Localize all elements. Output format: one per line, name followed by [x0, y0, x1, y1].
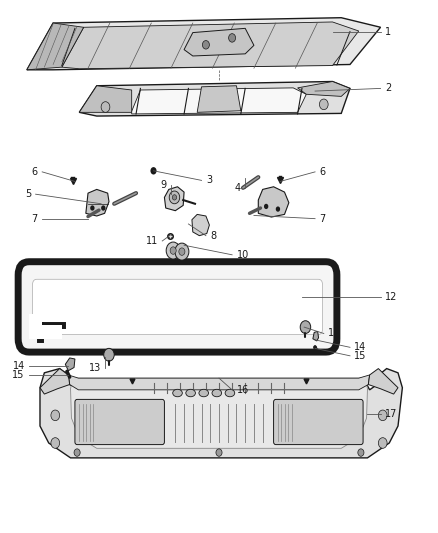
- Polygon shape: [164, 187, 184, 211]
- Circle shape: [104, 349, 114, 361]
- Circle shape: [101, 102, 110, 112]
- Text: 7: 7: [32, 214, 38, 224]
- Circle shape: [276, 206, 280, 212]
- Circle shape: [166, 242, 180, 259]
- Text: 15: 15: [12, 370, 25, 380]
- Text: 5: 5: [25, 189, 31, 199]
- Circle shape: [216, 449, 222, 456]
- Polygon shape: [297, 82, 350, 96]
- FancyBboxPatch shape: [32, 279, 322, 335]
- Circle shape: [170, 247, 176, 254]
- Circle shape: [51, 438, 60, 448]
- Text: 2: 2: [385, 83, 391, 93]
- Ellipse shape: [173, 389, 182, 397]
- Text: 3: 3: [206, 175, 212, 185]
- Polygon shape: [86, 189, 109, 216]
- Text: 10: 10: [237, 250, 249, 260]
- Polygon shape: [71, 378, 367, 448]
- Circle shape: [74, 449, 80, 456]
- Polygon shape: [65, 358, 75, 370]
- Text: 13: 13: [89, 362, 101, 373]
- Circle shape: [264, 204, 268, 209]
- Circle shape: [313, 345, 317, 350]
- Ellipse shape: [225, 389, 235, 397]
- Circle shape: [65, 369, 69, 374]
- Circle shape: [169, 191, 180, 204]
- Circle shape: [358, 449, 364, 456]
- Text: 17: 17: [385, 409, 397, 419]
- Circle shape: [51, 410, 60, 421]
- Circle shape: [90, 205, 95, 211]
- Text: 6: 6: [319, 167, 325, 177]
- Text: 16: 16: [237, 385, 249, 395]
- Circle shape: [378, 438, 387, 448]
- Text: 15: 15: [354, 351, 367, 361]
- Polygon shape: [27, 23, 84, 70]
- Polygon shape: [40, 368, 403, 458]
- Circle shape: [101, 205, 106, 211]
- Polygon shape: [68, 375, 370, 390]
- Circle shape: [319, 99, 328, 110]
- Polygon shape: [313, 332, 318, 341]
- Circle shape: [175, 243, 189, 260]
- Ellipse shape: [186, 389, 195, 397]
- Polygon shape: [192, 214, 209, 236]
- FancyBboxPatch shape: [274, 399, 363, 445]
- Text: 8: 8: [210, 231, 216, 241]
- Circle shape: [378, 410, 387, 421]
- Polygon shape: [27, 18, 381, 70]
- Text: 1: 1: [385, 27, 391, 37]
- Polygon shape: [258, 187, 289, 217]
- Polygon shape: [29, 314, 62, 339]
- Polygon shape: [197, 86, 241, 112]
- Polygon shape: [62, 22, 359, 69]
- Text: 11: 11: [145, 236, 158, 246]
- Text: 14: 14: [354, 342, 367, 352]
- Text: 4: 4: [235, 183, 241, 193]
- Polygon shape: [40, 368, 70, 394]
- Ellipse shape: [199, 389, 208, 397]
- Polygon shape: [184, 28, 254, 56]
- Text: 9: 9: [160, 180, 166, 190]
- Text: 6: 6: [32, 167, 38, 177]
- Text: 12: 12: [385, 292, 397, 302]
- Polygon shape: [79, 82, 350, 116]
- Circle shape: [202, 41, 209, 49]
- Polygon shape: [132, 88, 306, 114]
- Polygon shape: [368, 368, 398, 394]
- Circle shape: [229, 34, 236, 42]
- Text: 7: 7: [319, 214, 326, 224]
- Polygon shape: [79, 86, 132, 112]
- Circle shape: [150, 167, 156, 174]
- Circle shape: [300, 321, 311, 334]
- Circle shape: [179, 248, 185, 255]
- Ellipse shape: [212, 389, 222, 397]
- Text: 14: 14: [12, 361, 25, 372]
- FancyBboxPatch shape: [18, 262, 337, 352]
- Circle shape: [172, 195, 177, 200]
- FancyBboxPatch shape: [75, 399, 164, 445]
- Text: 13: 13: [328, 328, 340, 338]
